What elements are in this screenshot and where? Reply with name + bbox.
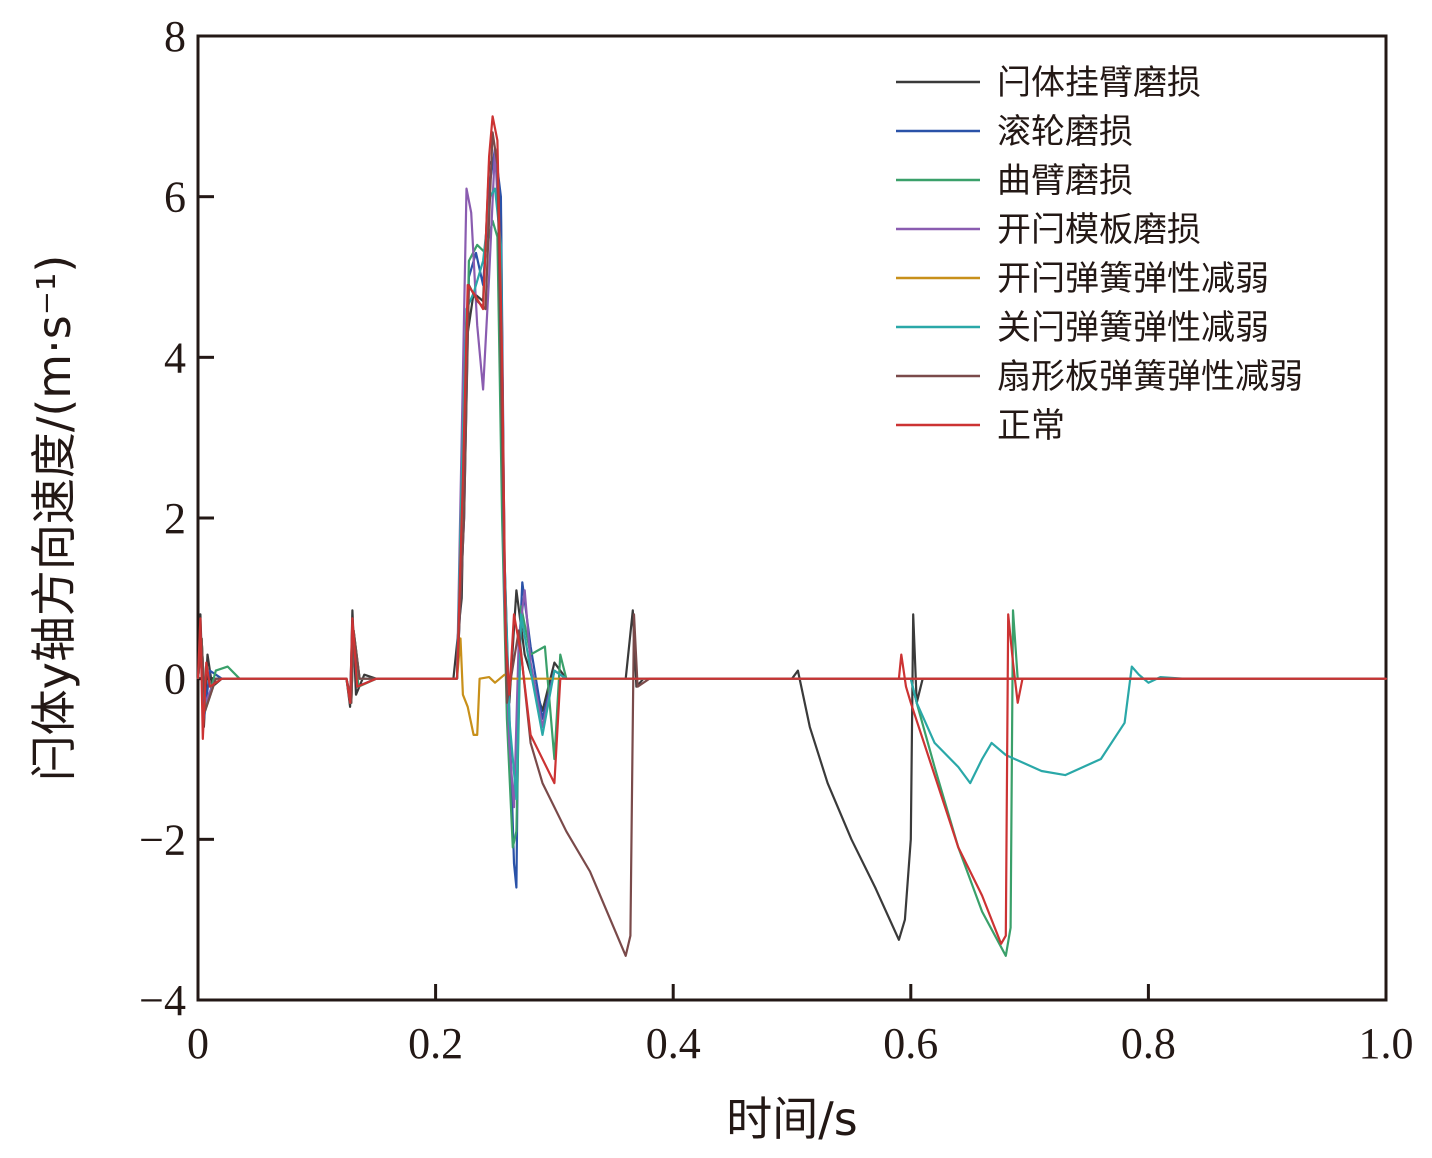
legend-label-6: 关闩弹簧弹性减弱 bbox=[997, 308, 1269, 348]
legend-label-1: 闩体挂臂磨损 bbox=[997, 63, 1201, 103]
y-tick-label: −4 bbox=[139, 976, 186, 1025]
x-tick-label: 0.4 bbox=[646, 1019, 701, 1068]
y-tick-label: 8 bbox=[164, 12, 186, 61]
legend-label-2: 滚轮磨损 bbox=[997, 112, 1133, 152]
y-tick-label: −2 bbox=[139, 815, 186, 864]
legend-label-8: 正常 bbox=[997, 406, 1065, 446]
series-layer bbox=[196, 115, 1388, 957]
axis-ticks: 0 0.2 0.4 0.6 0.8 1.0 −4 −2 0 2 4 6 8 bbox=[139, 12, 1413, 1068]
x-axis-title: 时间/s bbox=[726, 1092, 857, 1146]
series-line-7 bbox=[196, 131, 1386, 957]
legend-label-7: 扇形板弹簧弹性减弱 bbox=[997, 357, 1303, 397]
x-tick-label: 1.0 bbox=[1359, 1019, 1414, 1068]
y-tick-label: 4 bbox=[164, 333, 186, 382]
legend-label-3: 曲臂磨损 bbox=[997, 161, 1133, 201]
x-tick-label: 0.6 bbox=[883, 1019, 938, 1068]
legend: 闩体挂臂磨损滚轮磨损曲臂磨损开闩模板磨损开闩弹簧弹性减弱关闩弹簧弹性减弱扇形板弹… bbox=[896, 63, 1303, 446]
y-tick-label: 2 bbox=[164, 494, 186, 543]
series-line-8 bbox=[196, 115, 1388, 945]
plot-frame bbox=[196, 34, 1388, 1002]
y-tick-label: 0 bbox=[164, 655, 186, 704]
y-axis-title: 闩体y轴方向速度/(m·s⁻¹) bbox=[27, 255, 81, 782]
x-tick-label: 0.8 bbox=[1121, 1019, 1176, 1068]
y-tick-label: 6 bbox=[164, 173, 186, 222]
legend-label-5: 开闩弹簧弹性减弱 bbox=[997, 259, 1269, 299]
legend-label-4: 开闩模板磨损 bbox=[997, 210, 1201, 250]
x-tick-label: 0.2 bbox=[408, 1019, 463, 1068]
x-tick-label: 0 bbox=[187, 1019, 209, 1068]
series-line-4 bbox=[196, 147, 1386, 809]
series-line-5 bbox=[196, 629, 1386, 736]
